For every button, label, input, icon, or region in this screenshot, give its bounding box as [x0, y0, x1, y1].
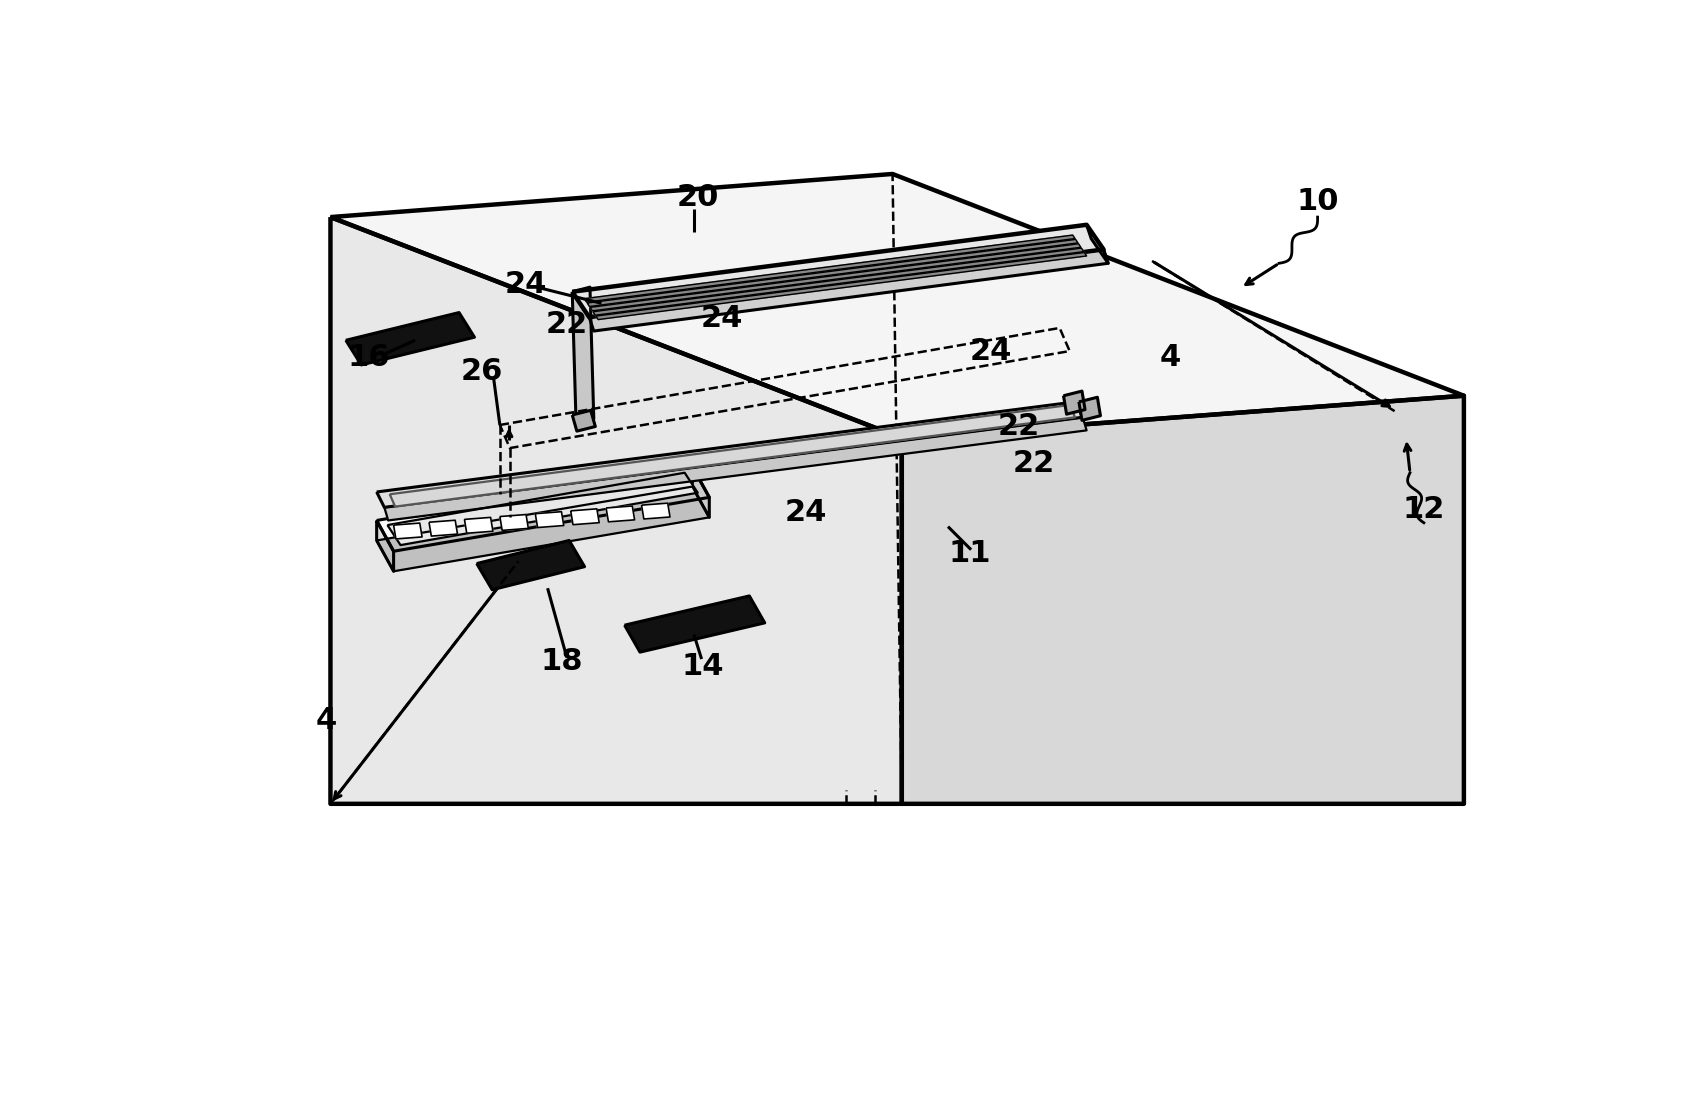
Text: 24: 24 — [970, 337, 1012, 366]
Polygon shape — [902, 396, 1464, 804]
Polygon shape — [693, 466, 710, 518]
Text: 14: 14 — [683, 652, 725, 681]
Polygon shape — [377, 466, 710, 551]
Polygon shape — [331, 174, 1464, 439]
Polygon shape — [377, 487, 710, 571]
Polygon shape — [1087, 224, 1109, 263]
Text: 22: 22 — [1014, 449, 1056, 478]
Text: 24: 24 — [784, 498, 827, 527]
Polygon shape — [499, 514, 528, 530]
Text: 11: 11 — [947, 539, 992, 568]
Polygon shape — [593, 248, 1083, 315]
Polygon shape — [572, 411, 596, 431]
Polygon shape — [331, 218, 902, 804]
Text: 16: 16 — [348, 343, 391, 372]
Text: 22: 22 — [545, 310, 588, 339]
Polygon shape — [571, 509, 599, 525]
Polygon shape — [584, 235, 1075, 302]
Text: 24: 24 — [504, 270, 547, 299]
Polygon shape — [642, 503, 671, 519]
Text: 10: 10 — [1296, 187, 1338, 217]
Text: 12: 12 — [1403, 496, 1445, 525]
Polygon shape — [596, 252, 1087, 319]
Polygon shape — [377, 520, 394, 571]
Polygon shape — [391, 405, 1075, 507]
Text: 4: 4 — [1160, 343, 1180, 372]
Polygon shape — [394, 523, 423, 539]
Polygon shape — [430, 520, 457, 536]
Polygon shape — [1078, 397, 1100, 421]
Polygon shape — [625, 596, 764, 652]
Polygon shape — [377, 402, 1083, 508]
Polygon shape — [387, 473, 698, 545]
Polygon shape — [606, 506, 635, 522]
Polygon shape — [572, 287, 594, 423]
Text: 22: 22 — [998, 412, 1039, 441]
Text: 4: 4 — [316, 706, 336, 735]
Text: 26: 26 — [460, 357, 503, 386]
Polygon shape — [465, 518, 492, 533]
Polygon shape — [535, 511, 564, 528]
Polygon shape — [572, 224, 1104, 317]
Polygon shape — [384, 417, 1087, 520]
Polygon shape — [591, 243, 1082, 311]
Polygon shape — [588, 240, 1078, 307]
Polygon shape — [346, 312, 474, 365]
Polygon shape — [589, 249, 1109, 331]
Polygon shape — [1063, 391, 1085, 414]
Text: 18: 18 — [540, 647, 582, 676]
Text: 24: 24 — [701, 305, 742, 334]
Text: 20: 20 — [676, 183, 718, 212]
Polygon shape — [477, 540, 584, 589]
